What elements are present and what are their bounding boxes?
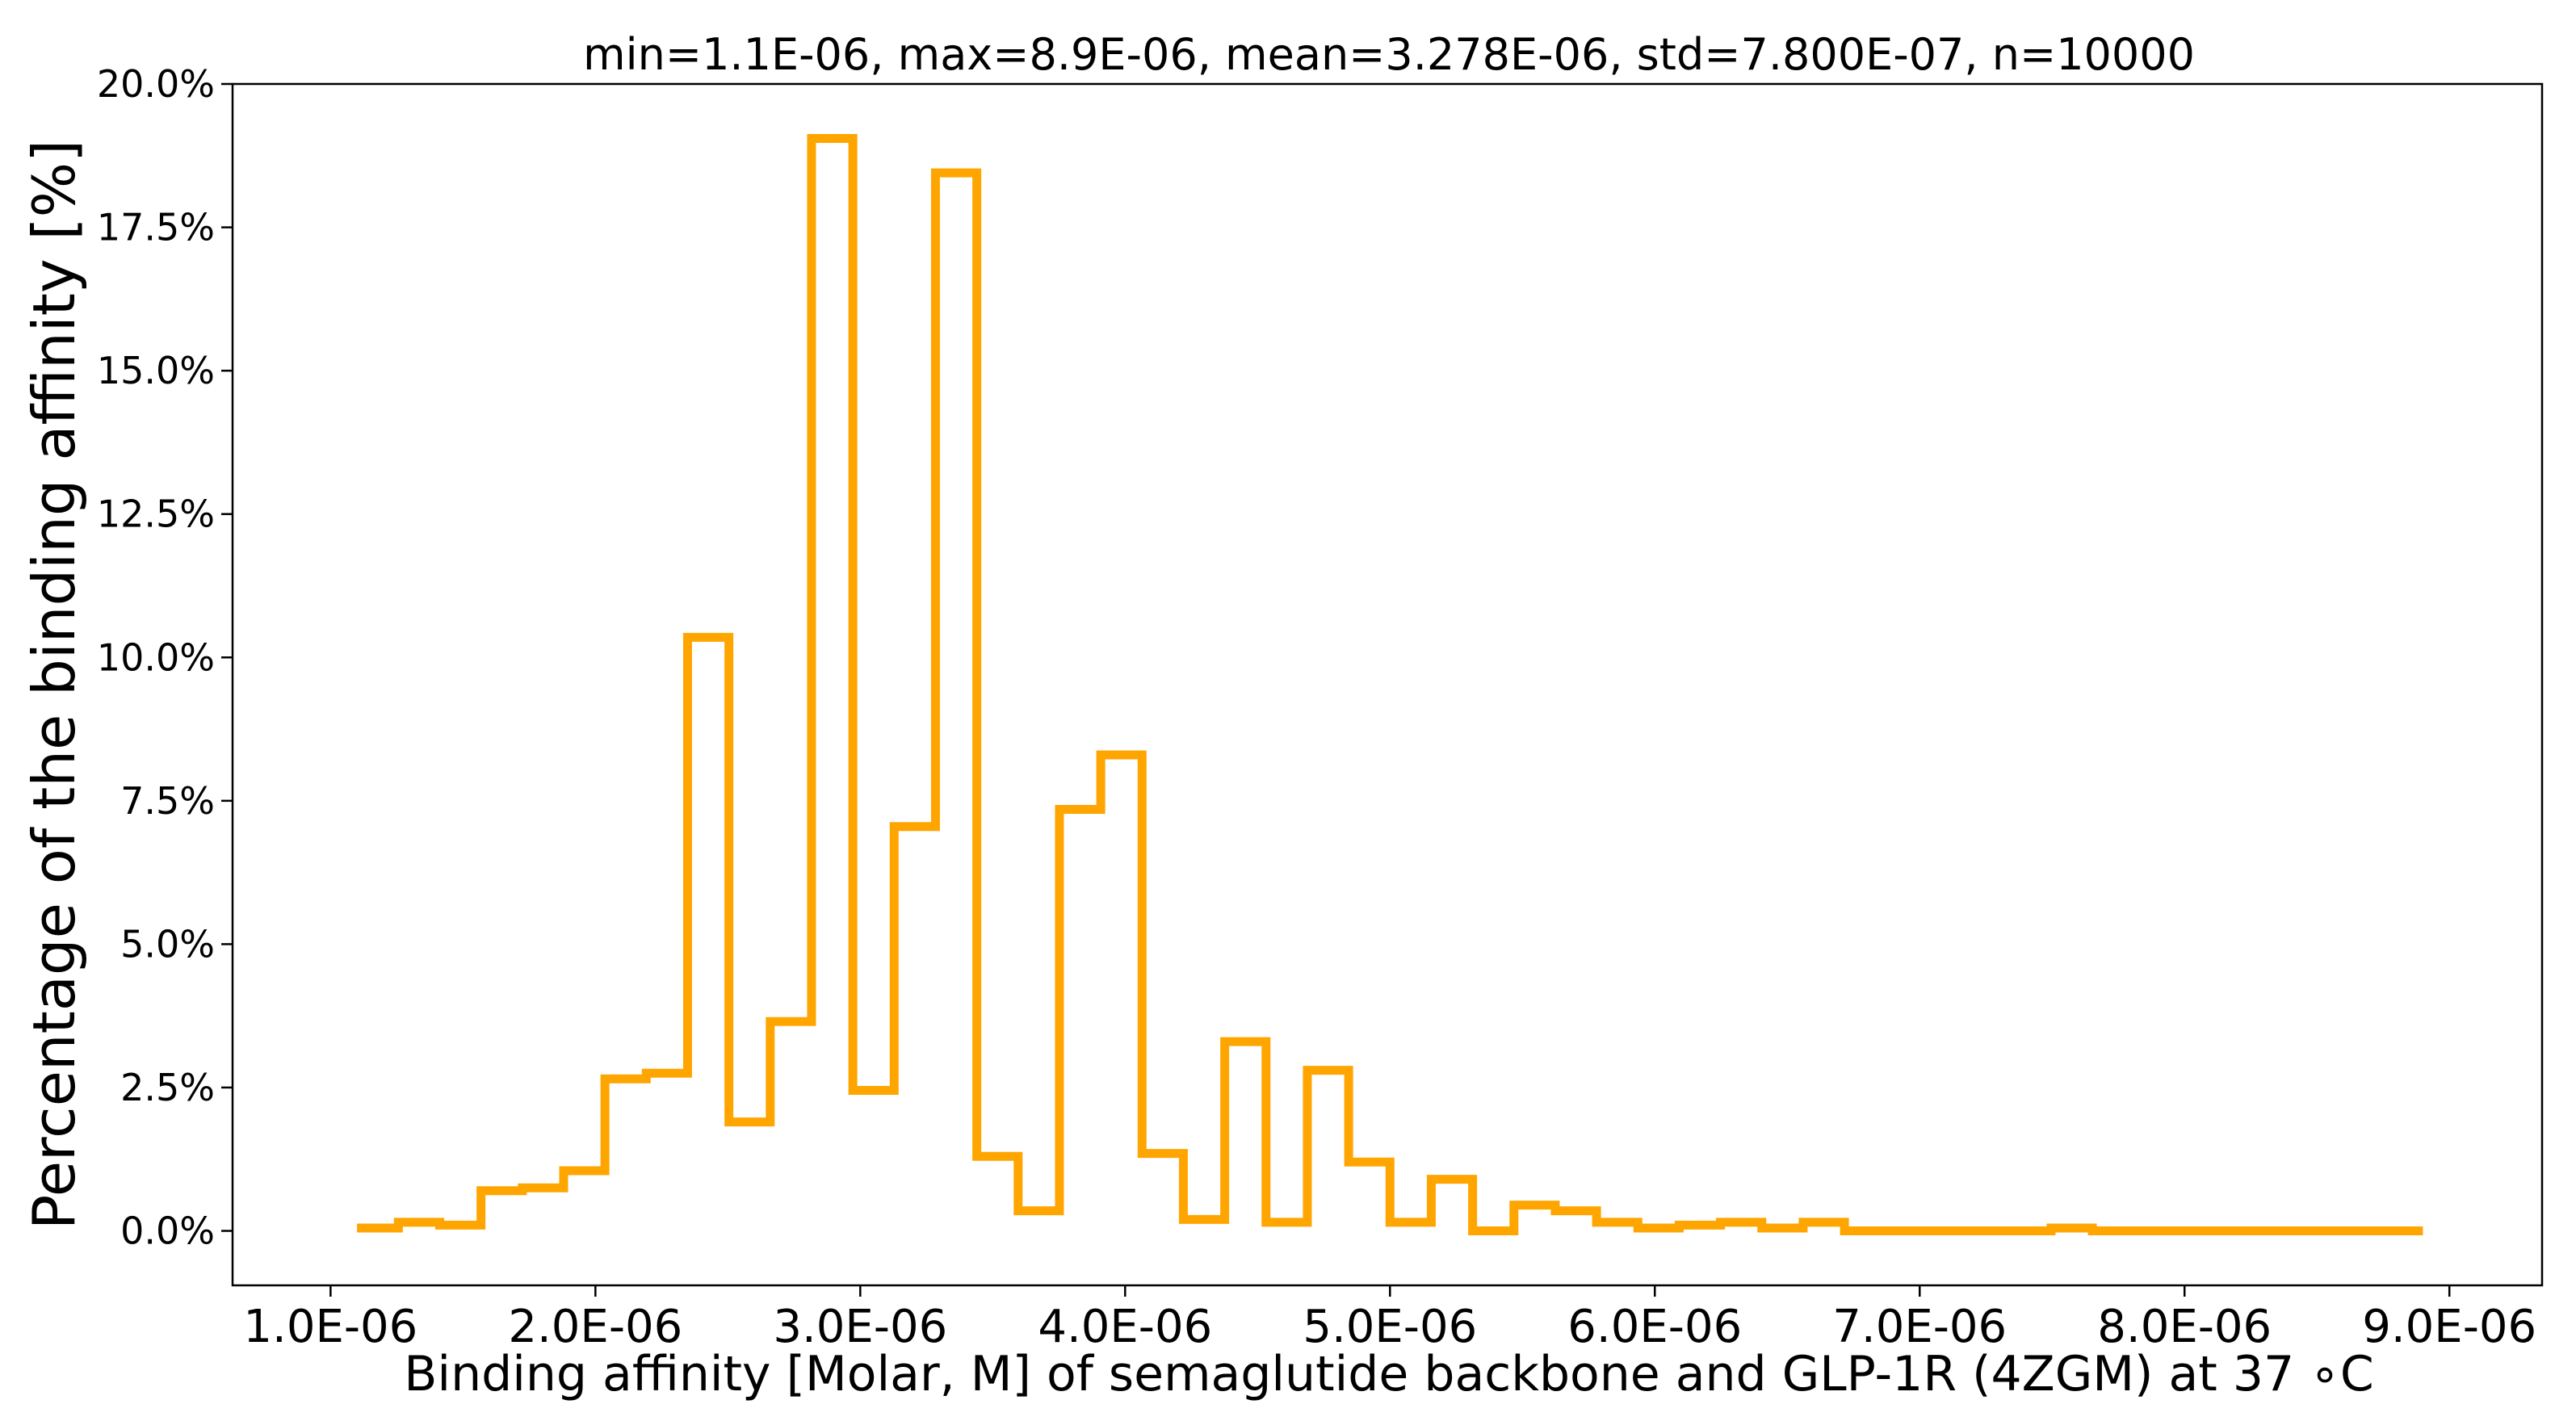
- x-tick-label: 2.0E-06: [508, 1301, 682, 1353]
- chart-title: min=1.1E-06, max=8.9E-06, mean=3.278E-06…: [583, 29, 2195, 80]
- histogram-step-line: [357, 133, 2423, 1236]
- x-axis-ticks: 1.0E-06 2.0E-06 3.0E-06 4.0E-06 5.0E-06 6.0E-…: [243, 1285, 2536, 1353]
- y-tick-label: 10.0%: [97, 635, 215, 679]
- y-axis-label: Percentage of the binding affinity [%]: [20, 140, 88, 1230]
- y-tick-label: 5.0%: [120, 922, 215, 966]
- x-tick-label: 5.0E-06: [1303, 1301, 1477, 1353]
- x-tick-label: 7.0E-06: [1832, 1301, 2007, 1353]
- x-tick-label: 6.0E-06: [1567, 1301, 1742, 1353]
- plot-frame: [231, 82, 2544, 1287]
- x-tick-label: 8.0E-06: [2097, 1301, 2272, 1353]
- x-tick-label: 9.0E-06: [2362, 1301, 2536, 1353]
- y-tick-label: 15.0%: [97, 349, 215, 392]
- x-axis-label: Binding affinity [Molar, M] of semagluti…: [404, 1346, 2374, 1402]
- y-tick-label: 7.5%: [120, 779, 215, 823]
- y-tick-label: 20.0%: [97, 62, 215, 106]
- y-axis-ticks: 0.0% 2.5% 5.0% 7.5% 10.0% 12.5% 15.0% 17.5% 20.0…: [97, 62, 233, 1253]
- y-tick-label: 2.5%: [120, 1066, 215, 1109]
- x-tick-label: 3.0E-06: [773, 1301, 947, 1353]
- x-tick-label: 1.0E-06: [243, 1301, 417, 1353]
- y-tick-label: 12.5%: [97, 493, 215, 536]
- x-tick-label: 4.0E-06: [1038, 1301, 1212, 1353]
- y-tick-label: 17.5%: [97, 206, 215, 249]
- y-tick-label: 0.0%: [120, 1209, 215, 1253]
